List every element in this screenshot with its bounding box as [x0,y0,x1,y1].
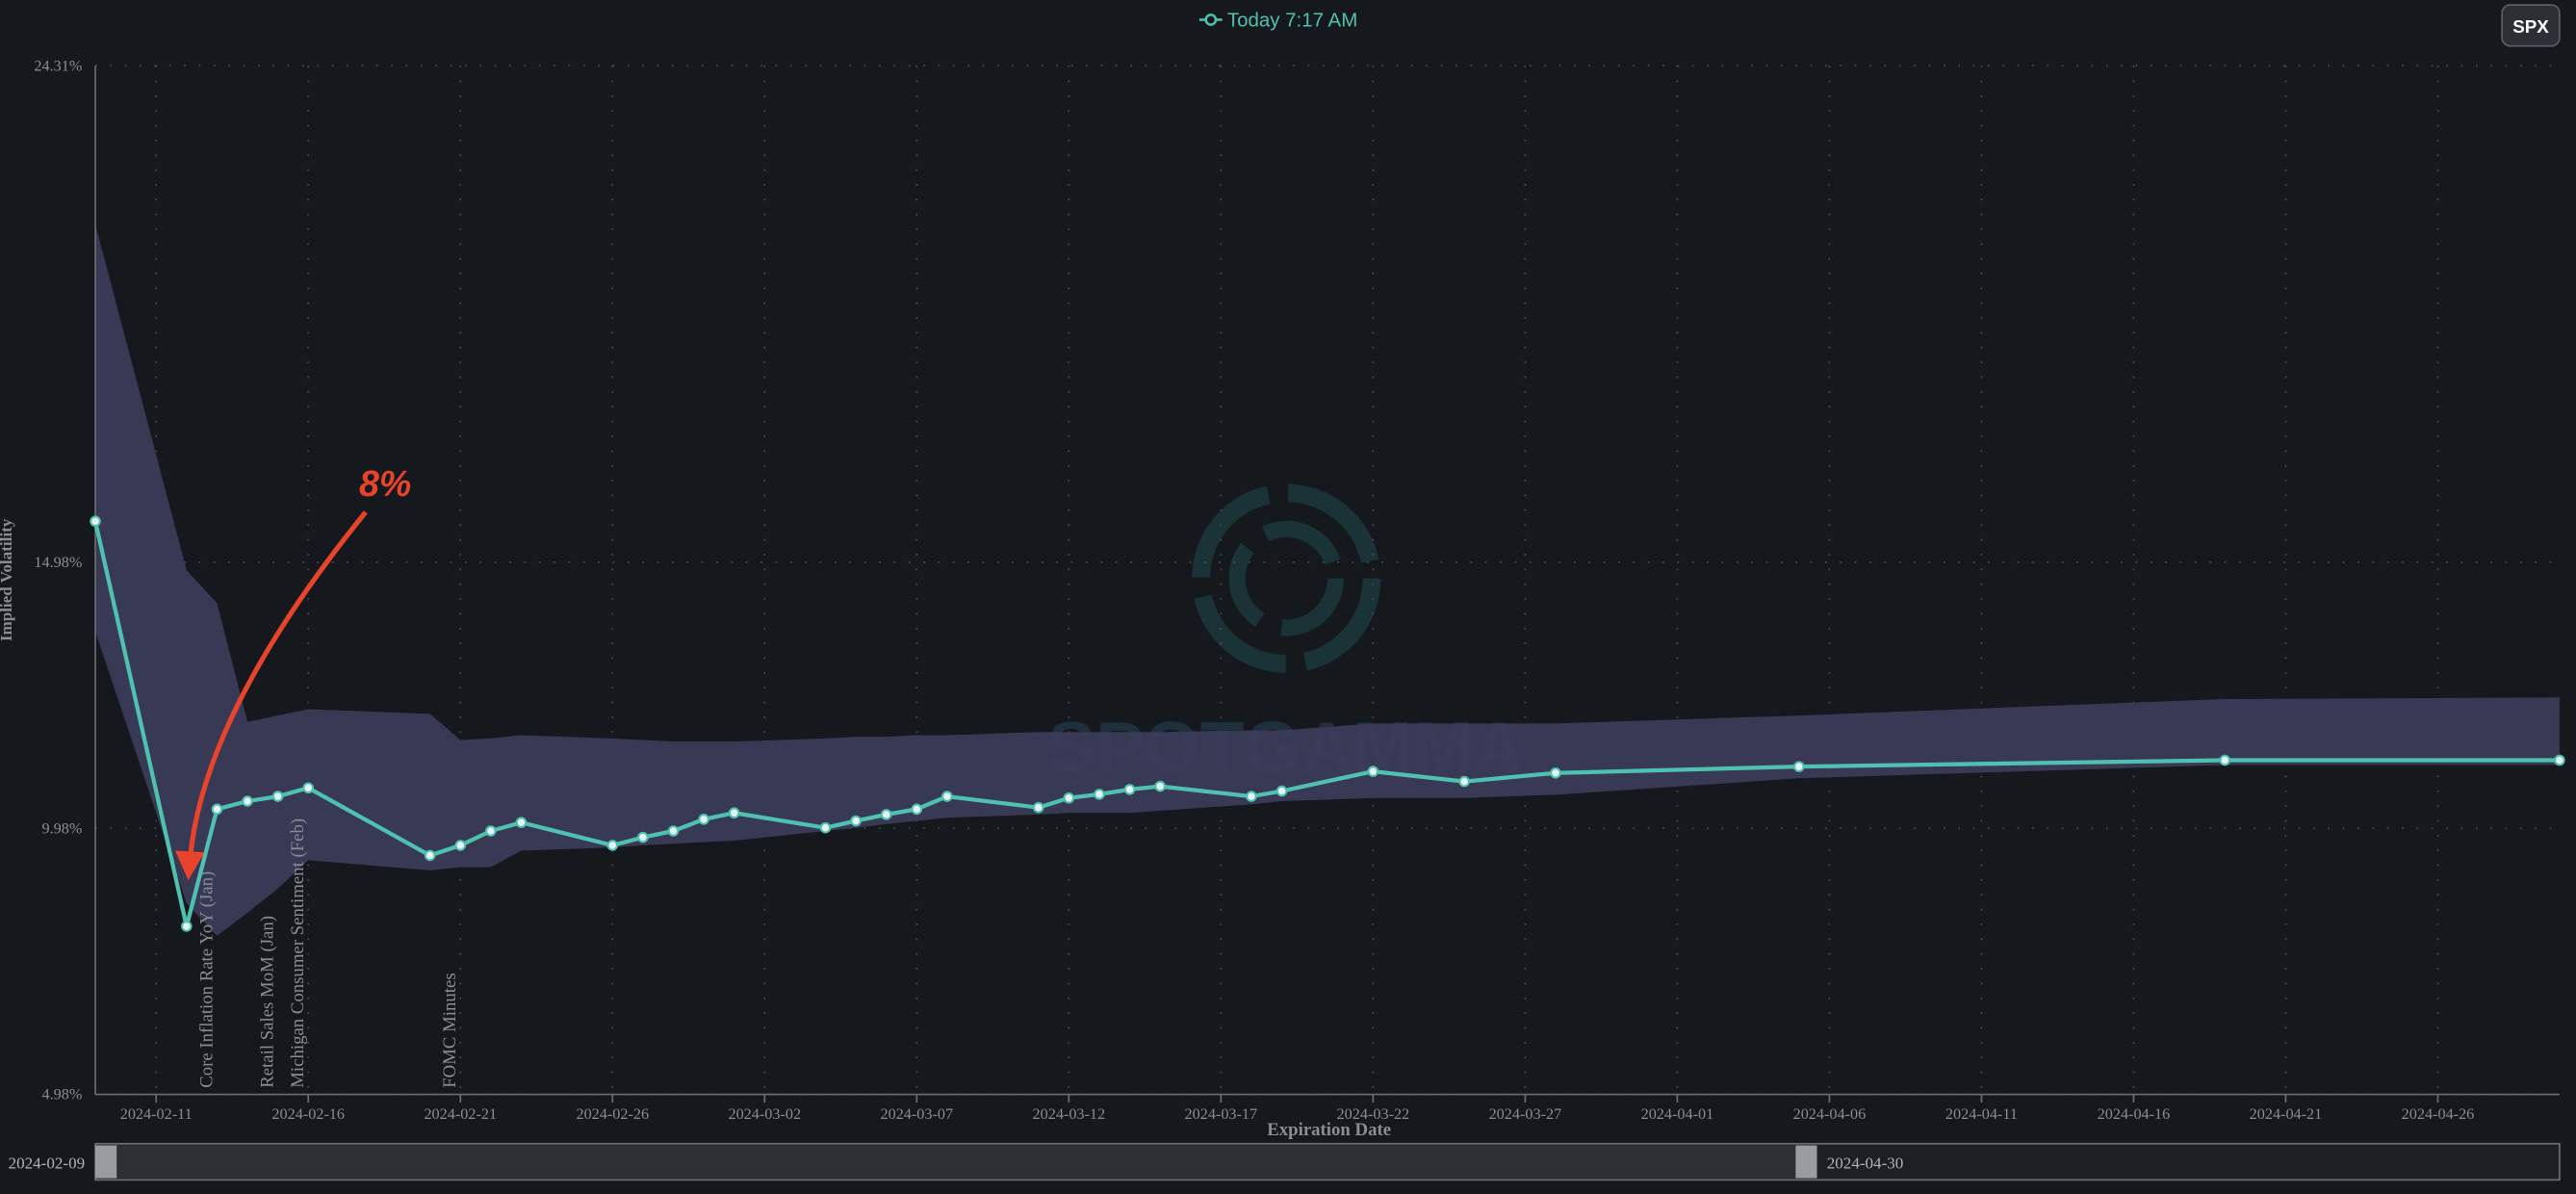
data-point [1154,780,1166,792]
data-point [271,791,284,802]
event-label: Michigan Consumer Sentiment (Feb) [288,818,308,1088]
slider-end-label: 2024-04-30 [1827,1154,1904,1172]
legend-marker [1204,13,1218,26]
x-tick-label: 2024-04-11 [1945,1105,2018,1123]
data-point [211,803,223,816]
x-tick-label: 2024-04-01 [1641,1105,1714,1123]
data-point [515,817,528,828]
annotation-arrow [187,510,368,861]
slider-selection[interactable] [116,1145,1796,1179]
x-tick-label: 2024-02-11 [120,1105,193,1123]
data-point [1367,766,1379,777]
x-tick-label: 2024-04-21 [2250,1105,2323,1123]
data-point [637,831,649,844]
event-label: Retail Sales MoM (Jan) [258,916,278,1088]
x-tick-label: 2024-03-17 [1185,1105,1258,1123]
y-tick-label: 9.98% [42,819,83,837]
x-tick-label: 2024-04-06 [1793,1105,1867,1123]
data-point [1550,766,1561,779]
data-point [242,795,253,807]
event-label: Core Inflation Rate YoY (Jan) [196,871,217,1088]
data-point [1063,792,1075,804]
x-tick-label: 2024-04-26 [2402,1105,2475,1123]
data-point [728,807,740,819]
data-point [880,809,892,820]
y-tick-label: 24.31% [34,57,82,74]
y-axis-title: Implied Volatility [0,518,15,641]
data-point [181,921,193,932]
watermark-logo [1192,483,1381,673]
data-point [1458,775,1470,788]
data-point [1246,791,1257,802]
data-point [667,825,680,837]
legend-label[interactable]: Today 7:17 AM [1227,9,1357,31]
iv-range-band [95,223,2560,936]
event-label: FOMC Minutes [440,973,460,1087]
data-point [1793,761,1805,772]
data-point [911,803,923,816]
y-tick-label: 14.98% [34,554,82,571]
data-point [424,849,436,862]
legend[interactable]: Today 7:17 AM [1198,9,1357,31]
data-point [2554,754,2565,766]
range-slider[interactable]: 2024-02-09 2024-04-30 [9,1142,2561,1181]
x-tick-label: 2024-03-22 [1337,1105,1410,1123]
logo-ring [1192,483,1381,673]
data-point [850,815,862,827]
data-point [90,515,101,528]
button-label[interactable]: SPX [2512,16,2549,37]
data-point [1094,789,1105,800]
x-axis-title: Expiration Date [1267,1120,1391,1140]
data-point [485,825,497,837]
x-tick-label: 2024-02-16 [271,1105,345,1123]
x-tick-label: 2024-03-12 [1033,1105,1106,1123]
data-point [606,840,619,851]
data-point [454,840,467,851]
slider-handle[interactable] [95,1145,117,1179]
x-tick-label: 2024-04-16 [2098,1105,2171,1123]
x-tick-label: 2024-03-27 [1489,1105,1562,1123]
x-tick-label: 2024-03-07 [881,1105,954,1123]
annotation-arrowhead [174,850,205,881]
slider-start-label: 2024-02-09 [9,1154,86,1172]
slider-handle[interactable] [1795,1145,1817,1179]
symbol-button[interactable]: SPX [2501,4,2561,47]
data-point [698,814,709,825]
data-point [819,821,832,834]
x-tick-label: 2024-02-21 [424,1105,497,1123]
data-point [2219,754,2231,766]
data-point [1032,801,1044,814]
data-point [941,791,953,802]
data-point [302,782,315,794]
data-point [1123,784,1136,795]
logo-ring [1228,520,1345,636]
x-tick-label: 2024-03-02 [728,1105,801,1123]
x-tick-label: 2024-02-26 [576,1105,649,1123]
data-point [1275,785,1288,797]
annotation-text: 8% [359,463,411,504]
button-bg[interactable] [2501,4,2561,47]
y-tick-label: 4.98% [42,1086,83,1103]
